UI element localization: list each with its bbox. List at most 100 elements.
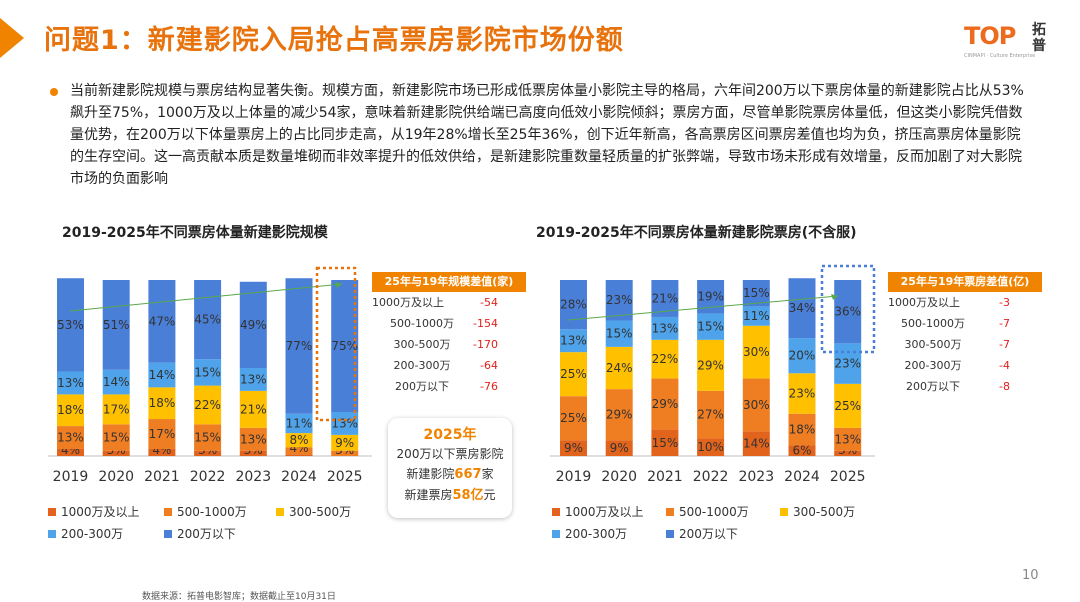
chart-right-label-2023-seg-1000plus: 14% bbox=[743, 437, 770, 451]
diff-left-row: 200万以下 -76 bbox=[372, 377, 528, 397]
chart-left-label-2025-seg-under200: 75% bbox=[331, 339, 358, 353]
chart-left-label-2022-seg-500-1000: 15% bbox=[194, 431, 221, 445]
diff-right-row: 200-300万 -4 bbox=[888, 356, 1044, 376]
chart-right-highlight-box bbox=[820, 264, 876, 354]
chart-right-label-2025-seg-300-500: 25% bbox=[834, 399, 861, 413]
chart-left-bar-2019-seg-1000plus bbox=[57, 448, 84, 456]
chart-right-label-2025-seg-under200: 36% bbox=[834, 305, 861, 319]
chart-left-trend-arrow bbox=[69, 283, 343, 312]
chart-right-label-2022-seg-1000plus: 10% bbox=[697, 440, 724, 454]
chart-left-label-2021-seg-under200: 47% bbox=[149, 314, 176, 328]
chart-right-bar-2019-seg-1000plus bbox=[560, 440, 587, 456]
chart-left-label-2024-seg-200-300: 11% bbox=[286, 416, 313, 430]
diff-left-label: 500-1000万 bbox=[390, 317, 454, 330]
chart-right-bar-2024-seg-1000plus bbox=[788, 445, 816, 456]
chart-right-label-2024-seg-1000plus: 6% bbox=[792, 444, 811, 458]
callout-cinema-label: 新建影院 bbox=[406, 467, 455, 481]
chart-left-label-2023-seg-500-1000: 13% bbox=[240, 432, 267, 446]
chart-right-bar-2020-seg-500-1000 bbox=[605, 389, 633, 441]
chart-right-label-2024-seg-300-500: 23% bbox=[789, 387, 816, 401]
legend-right-swatch-seg-1000plus bbox=[552, 508, 560, 516]
chart-left-label-2024-seg-300-500: 8% bbox=[289, 433, 308, 447]
chart-left-label-2021-seg-300-500: 18% bbox=[149, 396, 176, 410]
diff-left-value: -170 bbox=[473, 338, 498, 351]
diff-left-label: 200万以下 bbox=[395, 380, 449, 393]
chart-right-bar-2021-seg-500-1000 bbox=[651, 378, 679, 430]
chart-right-bar-2021-seg-300-500 bbox=[651, 339, 679, 379]
chart-right-bar-2024-seg-500-1000 bbox=[788, 413, 816, 446]
title-marker-icon bbox=[0, 18, 24, 58]
diff-right-label: 500-1000万 bbox=[901, 317, 965, 330]
chart-right-label-2020-seg-300-500: 24% bbox=[606, 361, 633, 375]
chart-left-bar-2021-seg-1000plus bbox=[148, 448, 176, 456]
chart-right-bar-2019-seg-300-500 bbox=[560, 352, 587, 397]
chart-right-bar-2021-seg-200-300 bbox=[651, 316, 679, 340]
chart-left-bar-2020-seg-1000plus bbox=[102, 450, 130, 456]
legend-left-label-seg-300-500: 300-500万 bbox=[289, 505, 352, 519]
chart-right-bar-2020-seg-1000plus bbox=[605, 440, 633, 456]
diff-right-label: 200万以下 bbox=[906, 380, 960, 393]
chart-left-bar-2022-seg-500-1000 bbox=[194, 424, 222, 451]
chart-right-label-2021-seg-500-1000: 29% bbox=[652, 397, 679, 411]
chart-right-bar-2019-seg-200-300 bbox=[560, 329, 587, 353]
chart-left-bar-2020-seg-500-1000 bbox=[102, 424, 130, 451]
chart-right-bar-2020-seg-300-500 bbox=[605, 346, 633, 390]
diff-right-value: -7 bbox=[999, 317, 1010, 330]
chart-right-bar-2019-seg-under200 bbox=[560, 280, 587, 330]
logo: TOP CINMAPI · Culture Enterprise 拓普 bbox=[964, 22, 1064, 62]
chart-right-label-2020-seg-500-1000: 29% bbox=[606, 408, 633, 422]
chart-right-label-2022-seg-200-300: 15% bbox=[697, 320, 724, 334]
legend-right-item-seg-1000plus: 1000万及以上 bbox=[552, 503, 644, 520]
chart-right-tick-2021: 2021 bbox=[647, 469, 683, 485]
chart-left-bar-2021-seg-300-500 bbox=[148, 387, 176, 420]
callout-title: 2025年 bbox=[423, 427, 477, 443]
logo-subtitle: CINMAPI · Culture Enterprise bbox=[964, 53, 1036, 59]
chart-right-label-2019-seg-1000plus: 9% bbox=[564, 441, 583, 455]
chart-right-label-2019-seg-200-300: 13% bbox=[560, 334, 587, 348]
diff-right-row: 1000万及以上 -3 bbox=[888, 293, 1044, 313]
chart-right-label-2020-seg-200-300: 15% bbox=[606, 327, 633, 341]
summary-text: 当前新建影院规模与票房结构显著失衡。规模方面，新建影院市场已形成低票房体量小影院… bbox=[70, 83, 1024, 187]
chart-left-bar-2023-seg-200-300 bbox=[239, 368, 267, 391]
chart-right-bar-2025-seg-1000plus bbox=[834, 450, 862, 456]
callout-line1: 200万以下票房影院 bbox=[396, 447, 504, 461]
diff-left-value: -54 bbox=[480, 296, 498, 309]
legend-left-item-seg-500-1000: 500-1000万 bbox=[164, 503, 247, 520]
legend-left-label-seg-1000plus: 1000万及以上 bbox=[61, 505, 140, 519]
legend-right-label-seg-under200: 200万以下 bbox=[679, 527, 738, 541]
chart-left-label-2019-seg-200-300: 13% bbox=[57, 376, 84, 390]
chart-right-label-2021-seg-300-500: 22% bbox=[652, 352, 679, 366]
diff-left-value: -76 bbox=[480, 380, 498, 393]
chart-left-bar-2024-seg-1000plus bbox=[285, 454, 313, 456]
legend-right-swatch-seg-200-300 bbox=[552, 530, 560, 538]
diff-right-label: 200-300万 bbox=[904, 359, 962, 372]
chart-left-label-2019-seg-300-500: 18% bbox=[57, 403, 84, 417]
chart-left-tick-2019: 2019 bbox=[53, 469, 89, 485]
chart-left-highlight-box bbox=[315, 266, 357, 422]
chart-right-tick-2020: 2020 bbox=[601, 469, 637, 485]
chart-left-bar-2022-seg-under200 bbox=[194, 280, 222, 360]
chart-left-label-2021-seg-500-1000: 17% bbox=[149, 427, 176, 441]
diff-left-value: -64 bbox=[480, 359, 498, 372]
chart-left-bar-2019-seg-under200 bbox=[57, 278, 84, 372]
chart-right-label-2019-seg-300-500: 25% bbox=[560, 367, 587, 381]
diff-right-row: 300-500万 -7 bbox=[888, 335, 1044, 355]
legend-right-label-seg-1000plus: 1000万及以上 bbox=[565, 505, 644, 519]
chart-left-label-2020-seg-200-300: 14% bbox=[103, 375, 130, 389]
diff-right-value: -4 bbox=[999, 359, 1010, 372]
chart-right-label-2025-seg-500-1000: 13% bbox=[834, 432, 861, 446]
source-note: 数据来源：拓普电影智库；数据截止至10月31日 bbox=[142, 592, 336, 602]
chart-left-bar-2019-seg-200-300 bbox=[57, 371, 84, 395]
chart-left-bar-2021-seg-under200 bbox=[148, 280, 176, 363]
callout-cinema-count: 667 bbox=[454, 467, 482, 482]
legend-left-swatch-seg-500-1000 bbox=[164, 508, 172, 516]
legend-right-swatch-seg-300-500 bbox=[780, 508, 788, 516]
chart-left-bar-2020-seg-200-300 bbox=[102, 369, 130, 395]
diff-right-row: 500-1000万 -7 bbox=[888, 314, 1044, 334]
chart-left-bar-2025-seg-500-1000 bbox=[331, 450, 359, 456]
diff-left-row: 1000万及以上 -54 bbox=[372, 293, 528, 313]
legend-left-swatch-seg-300-500 bbox=[276, 508, 284, 516]
legend-left-swatch-seg-200-300 bbox=[48, 530, 56, 538]
